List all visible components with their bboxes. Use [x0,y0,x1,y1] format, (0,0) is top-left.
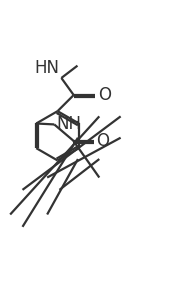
Text: HN: HN [35,59,60,77]
Text: O: O [96,132,109,149]
Text: NH: NH [56,115,81,134]
Text: O: O [98,86,111,104]
